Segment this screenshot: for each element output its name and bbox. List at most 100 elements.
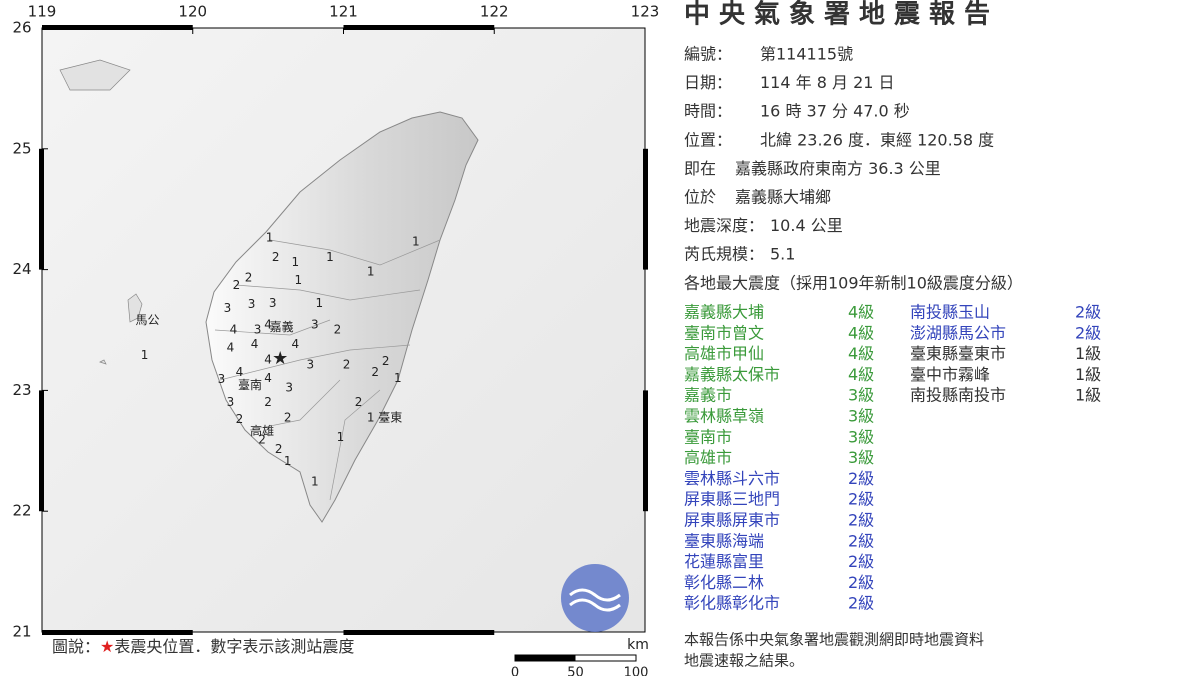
station-name: 嘉義市 xyxy=(684,386,732,405)
station-intensity: 4 xyxy=(291,337,299,351)
field-label: 即在 xyxy=(684,159,716,178)
station-intensity: 2 xyxy=(284,411,292,425)
station-level: 2級 xyxy=(848,511,874,530)
station-level: 2級 xyxy=(1075,303,1101,322)
legend-text: 表震央位置．數字表示該測站震度 xyxy=(114,637,354,656)
station-name: 臺南市曾文 xyxy=(684,323,764,342)
station-intensity: 4 xyxy=(264,353,272,367)
station-level: 1級 xyxy=(1075,365,1101,384)
islands xyxy=(59,59,143,365)
station-level: 4級 xyxy=(848,323,874,342)
station-name: 雲林縣草嶺 xyxy=(684,407,764,426)
station-name: 高雄市 xyxy=(684,448,732,467)
station-intensity: 2 xyxy=(371,365,379,379)
station-level: 2級 xyxy=(848,552,874,571)
field-value: 嘉義縣大埔鄉 xyxy=(735,188,831,207)
station-intensity: 2 xyxy=(355,395,363,409)
scale-label: 100 xyxy=(624,666,649,676)
report-title: 中央氣象署地震報告 xyxy=(684,0,999,30)
field-label: 地震深度： xyxy=(684,216,764,235)
station-intensity: 1 xyxy=(311,475,319,489)
field-value: 10.4 公里 xyxy=(770,216,843,235)
station-intensity: 1 xyxy=(367,411,375,425)
station-intensity: 2 xyxy=(258,432,266,446)
station-intensity: 2 xyxy=(236,412,244,426)
footer-note: 地震速報之結果。 xyxy=(684,652,804,670)
field-value: 5.1 xyxy=(770,245,795,264)
station-intensity: 1 xyxy=(291,255,299,269)
y-tick-label: 23 xyxy=(12,381,31,399)
station-intensity: 1 xyxy=(326,250,334,264)
frame-bar xyxy=(643,148,648,270)
station-name: 臺中市霧峰 xyxy=(910,365,990,384)
station-intensity: 1 xyxy=(412,234,420,248)
station-level: 2級 xyxy=(848,573,874,592)
y-tick-label: 25 xyxy=(12,139,31,157)
frame-bar xyxy=(42,25,193,30)
station-intensity: 1 xyxy=(337,430,345,444)
scale-bar-fill xyxy=(515,655,576,661)
station-intensity: 1 xyxy=(367,265,375,279)
station-level: 4級 xyxy=(848,344,874,363)
x-tick-label: 120 xyxy=(178,3,207,21)
station-name: 臺東縣海端 xyxy=(684,531,764,550)
x-tick-label: 119 xyxy=(28,3,57,21)
taiwan-outline xyxy=(205,111,479,523)
station-name: 高雄市甲仙 xyxy=(684,344,764,363)
station-level: 2級 xyxy=(848,490,874,509)
station-level: 3級 xyxy=(848,407,874,426)
x-tick-label: 121 xyxy=(329,3,358,21)
station-intensity: 1 xyxy=(294,273,302,287)
station-intensity: 3 xyxy=(307,358,315,372)
station-name: 嘉義縣大埔 xyxy=(684,303,764,322)
station-intensity: 2 xyxy=(245,271,253,285)
frame-bar xyxy=(343,25,495,30)
place-name: 高雄 xyxy=(250,423,274,438)
place-name: 馬公 xyxy=(136,313,160,327)
frame-bar xyxy=(643,390,648,512)
y-tick-label: 22 xyxy=(12,502,31,520)
y-tick-label: 24 xyxy=(12,260,31,278)
scale-label: 50 xyxy=(567,666,584,676)
station-level: 2級 xyxy=(848,469,874,488)
station-intensity: 3 xyxy=(254,323,262,337)
station-intensity: 4 xyxy=(264,371,272,385)
station-intensity: 2 xyxy=(334,323,342,337)
station-level: 2級 xyxy=(848,531,874,550)
footer-note: 本報告係中央氣象署地震觀測網即時地震資料 xyxy=(684,631,984,649)
station-intensity: 2 xyxy=(343,358,351,372)
station-level: 1級 xyxy=(1075,344,1101,363)
station-name: 屏東縣三地門 xyxy=(684,490,780,509)
station-intensity: 2 xyxy=(275,442,283,456)
scale-label: 0 xyxy=(511,666,519,676)
station-level: 3級 xyxy=(848,427,874,446)
x-tick-label: 123 xyxy=(631,3,660,21)
station-intensity: 4 xyxy=(227,341,235,355)
place-name: 嘉義 xyxy=(270,319,294,334)
legend-star: ★ xyxy=(100,637,114,656)
station-intensity: 3 xyxy=(224,301,232,315)
station-intensity: 2 xyxy=(272,250,280,264)
station-name: 南投縣南投市 xyxy=(910,386,1006,405)
station-level: 4級 xyxy=(848,303,874,322)
station-name: 屏東縣屏東市 xyxy=(684,511,780,530)
station-intensity: 3 xyxy=(248,297,256,311)
field-label: 編號： xyxy=(684,45,732,64)
logo-waves xyxy=(569,588,621,612)
field-value: 114 年 8 月 21 日 xyxy=(760,73,895,92)
field-value: 嘉義縣政府東南方 36.3 公里 xyxy=(735,159,941,178)
station-intensity: 3 xyxy=(285,380,293,394)
station-level: 3級 xyxy=(848,386,874,405)
field-value: 北緯 23.26 度．東經 120.58 度 xyxy=(760,130,994,149)
station-intensity: 1 xyxy=(316,296,324,310)
station-name: 彰化縣彰化市 xyxy=(684,594,780,613)
station-level: 3級 xyxy=(848,448,874,467)
station-level: 2級 xyxy=(1075,323,1101,342)
station-name: 雲林縣斗六市 xyxy=(684,469,780,488)
station-intensity: 1 xyxy=(266,231,274,245)
station-level: 4級 xyxy=(848,365,874,384)
y-tick-label: 26 xyxy=(12,19,31,37)
legend-prefix: 圖說： xyxy=(52,637,100,656)
